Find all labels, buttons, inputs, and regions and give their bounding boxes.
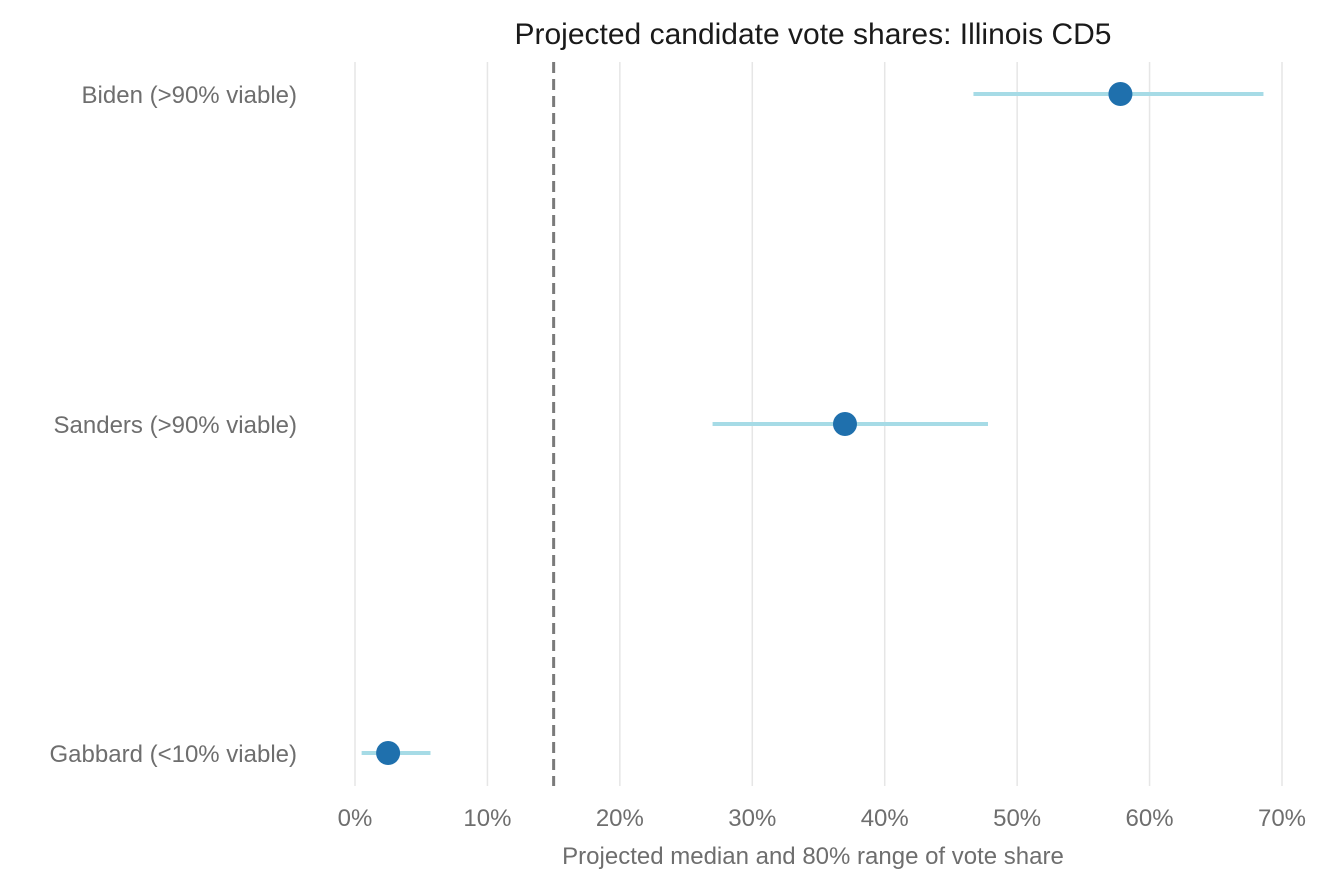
category-label: Sanders (>90% viable) — [54, 412, 297, 439]
category-label-layer: Biden (>90% viable) Sanders (>90% viable)… — [50, 82, 297, 768]
x-tick-label: 50% — [993, 805, 1041, 832]
x-tick-label: 40% — [861, 805, 909, 832]
x-tick-label: 70% — [1258, 805, 1306, 832]
category-label: Gabbard (<10% viable) — [50, 741, 297, 768]
x-tick-label: 0% — [338, 805, 373, 832]
median-dot-layer — [376, 82, 1133, 765]
category-label: Biden (>90% viable) — [82, 82, 297, 109]
range-layer — [361, 92, 1264, 755]
x-tick-label: 60% — [1126, 805, 1174, 832]
median-point — [832, 412, 857, 436]
chart-title: Projected candidate vote shares: Illinoi… — [515, 18, 1112, 51]
x-tick-label: 30% — [728, 805, 776, 832]
x-tick-label: 20% — [596, 805, 644, 832]
x-tick-label: 10% — [463, 805, 511, 832]
x-tick-label-layer: 0% 10% 20% 30% 40% 50% 60% 70% — [338, 805, 1306, 832]
median-point — [1108, 82, 1133, 106]
x-axis-label: Projected median and 80% range of vote s… — [562, 843, 1064, 870]
median-point — [376, 741, 401, 765]
